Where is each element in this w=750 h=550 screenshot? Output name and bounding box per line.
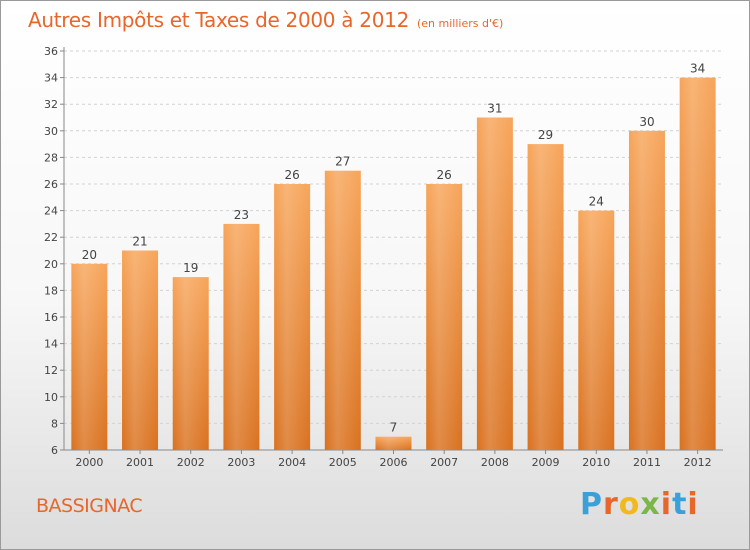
logo-letter: o: [618, 487, 641, 522]
x-tick-label: 2005: [329, 456, 357, 469]
chart-title: Autres Impôts et Taxes de 2000 à 2012 (en…: [28, 8, 503, 32]
bar-highlight: [274, 184, 311, 450]
x-tick-label: 2011: [633, 456, 661, 469]
bar-highlight: [527, 144, 564, 450]
data-label: 21: [132, 235, 147, 249]
bar-highlight: [628, 130, 665, 451]
bar-highlight: [426, 184, 463, 450]
logo-letter: i: [660, 487, 673, 522]
y-tick-label: 14: [44, 338, 58, 351]
bar-highlight: [122, 250, 159, 450]
labels: 6 8 10 12 14 16 18 20 22 24 26 28 30 32 34 36 20 2000 21 20…: [44, 45, 712, 469]
y-tick-label: 26: [44, 178, 58, 191]
logo-letter: x: [640, 487, 661, 522]
bar-highlight: [172, 277, 209, 450]
data-label: 24: [589, 195, 604, 209]
data-label: 30: [639, 115, 654, 129]
bar-highlight: [324, 170, 361, 450]
data-label: 27: [335, 155, 350, 169]
title-unit: (en milliers d'€): [417, 17, 504, 30]
bar-highlight: [223, 223, 260, 450]
x-tick-label: 2001: [126, 456, 154, 469]
commune-name: BASSIGNAC: [36, 495, 143, 517]
y-tick-label: 16: [44, 311, 58, 324]
y-tick-label: 20: [44, 258, 58, 271]
data-label: 34: [690, 62, 705, 76]
logo-letter: t: [672, 487, 688, 522]
x-tick-label: 2002: [177, 456, 205, 469]
y-tick-label: 36: [44, 45, 58, 58]
x-tick-label: 2010: [582, 456, 610, 469]
logo-letter: P: [580, 487, 603, 522]
x-tick-label: 2000: [75, 456, 103, 469]
data-label: 31: [487, 102, 502, 116]
logo-letter: i: [687, 487, 699, 522]
x-tick-label: 2007: [430, 456, 458, 469]
y-tick-label: 32: [44, 98, 58, 111]
y-tick-label: 6: [51, 444, 58, 457]
x-tick-label: 2003: [227, 456, 255, 469]
bar-highlight: [679, 77, 716, 450]
x-tick-label: 2004: [278, 456, 306, 469]
y-tick-label: 22: [44, 231, 58, 244]
y-tick-label: 8: [51, 417, 58, 430]
title-text: Autres Impôts et Taxes de 2000 à 2012: [28, 8, 409, 32]
x-tick-label: 2012: [684, 456, 712, 469]
y-tick-label: 10: [44, 391, 58, 404]
x-tick-label: 2008: [481, 456, 509, 469]
bar-highlight: [578, 210, 615, 450]
y-tick-label: 28: [44, 151, 58, 164]
y-tick-label: 24: [44, 205, 58, 218]
bar-highlight: [71, 263, 108, 450]
y-tick-label: 30: [44, 125, 58, 138]
axes: [60, 47, 723, 454]
data-label: 19: [183, 261, 198, 275]
y-tick-label: 34: [44, 72, 58, 85]
data-label: 20: [82, 248, 97, 262]
data-label: 7: [390, 421, 398, 435]
data-label: 29: [538, 128, 553, 142]
logo-letter: r: [603, 487, 619, 522]
bar-highlight: [375, 436, 412, 450]
proxiti-logo: Proxiti: [580, 487, 699, 522]
bars: [71, 77, 716, 451]
x-tick-label: 2009: [532, 456, 560, 469]
data-label: 26: [437, 168, 452, 182]
bar-highlight: [476, 117, 513, 450]
y-tick-label: 12: [44, 364, 58, 377]
y-tick-label: 18: [44, 284, 58, 297]
x-tick-label: 2006: [380, 456, 408, 469]
data-label: 26: [284, 168, 299, 182]
data-label: 23: [234, 208, 249, 222]
grid-lines: [64, 50, 723, 424]
